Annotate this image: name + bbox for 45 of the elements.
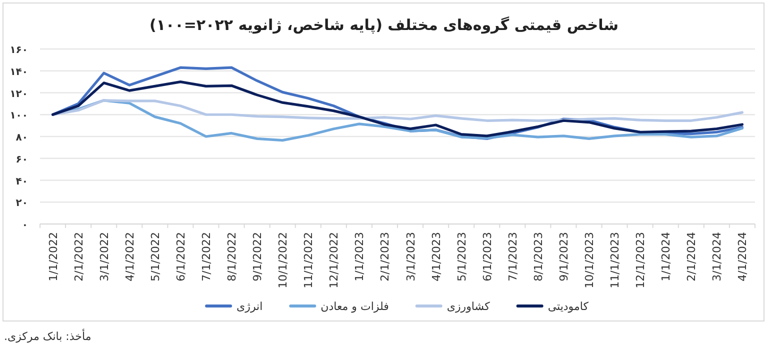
x-tick-label: 12/1/2023 (634, 232, 648, 288)
x-tick-label: 3/1/2022 (98, 232, 111, 282)
x-tick-label: 11/1/2022 (302, 232, 316, 288)
x-tick-label: 2/1/2022 (72, 232, 86, 282)
x-tick-label: 2/1/2024 (685, 232, 698, 282)
x-tick-label: 4/1/2022 (123, 232, 136, 282)
y-tick-label: ۱۲۰ (10, 88, 28, 100)
x-tick-label: 6/1/2022 (174, 232, 188, 282)
x-tick-label: 3/1/2024 (710, 232, 724, 282)
x-tick-label: 1/1/2022 (46, 232, 60, 282)
line-series (51, 80, 744, 138)
x-tick-label: 4/1/2023 (430, 232, 443, 282)
x-tick-label: 8/1/2023 (532, 232, 545, 282)
x-tick-label: 6/1/2023 (480, 232, 494, 282)
line-series (51, 99, 744, 122)
y-tick-label: ۲۰ (16, 198, 28, 210)
x-tick-label: 3/1/2023 (404, 232, 418, 282)
y-tick-label: ۴۰ (16, 176, 28, 188)
x-tick-label: 7/1/2023 (506, 232, 520, 282)
x-tick-label: 5/1/2023 (455, 232, 468, 282)
x-tick-label: 1/1/2023 (353, 232, 366, 282)
x-tick-label: 8/1/2022 (226, 232, 239, 282)
text: مأخذ: بانک مرکزی. (4, 328, 92, 343)
y-tick-label: ۱۰۰ (10, 110, 28, 122)
x-tick-label: 1/1/2024 (660, 232, 673, 282)
x-tick-label: 10/1/2023 (583, 232, 596, 288)
y-tick-label: ۸۰ (16, 132, 28, 144)
y-tick-label: ۱۶۰ (10, 45, 28, 56)
x-tick-label: 11/1/2023 (608, 232, 622, 288)
x-tick-label: 7/1/2022 (200, 232, 213, 282)
legend-label: کشاورزی (446, 300, 491, 313)
y-tick-label: ۰ (22, 220, 28, 231)
legend-label: فلزات و معادن (320, 300, 389, 313)
x-tick-label: 10/1/2022 (276, 232, 290, 288)
y-tick-label: ۶۰ (16, 154, 28, 166)
y-tick-label: ۱۴۰ (10, 66, 28, 78)
x-tick-label: 12/1/2022 (328, 232, 341, 288)
chart-title: شاخص قیمتی گروه‌های مختلف (پایه شاخص، ژانویه ۲۰۲۲=۱۰۰) (149, 16, 619, 34)
x-tick-label: 9/1/2023 (557, 232, 570, 282)
x-tick-label: 9/1/2022 (251, 232, 264, 282)
legend-label: کامودیتی (548, 300, 590, 313)
x-tick-label: 2/1/2023 (378, 232, 392, 282)
legend-label: انرژی (236, 300, 263, 313)
x-tick-label: 4/1/2024 (736, 232, 750, 282)
x-tick-label: 5/1/2022 (148, 232, 162, 282)
